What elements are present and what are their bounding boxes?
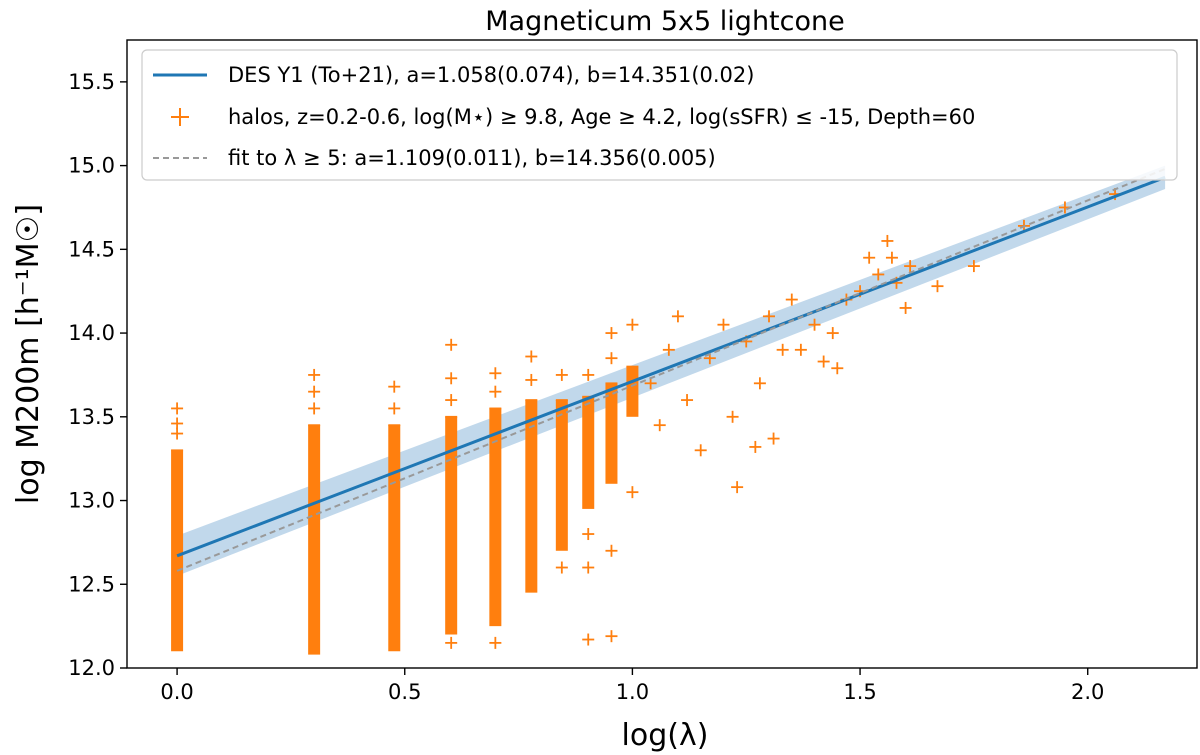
halo-point [308, 368, 321, 381]
halo-column [445, 416, 458, 635]
halo-point [525, 350, 538, 363]
halo-column [308, 425, 321, 655]
halo-point [749, 440, 762, 453]
halos-series [171, 188, 1122, 655]
halo-point [582, 368, 595, 381]
legend-des-label: DES Y1 (To+21), a=1.058(0.074), b=14.351… [228, 63, 754, 87]
halo-point [445, 338, 458, 351]
halo-point [308, 402, 321, 415]
halo-point [582, 528, 595, 541]
chart-title: Magneticum 5x5 lightcone [485, 6, 844, 37]
y-axis-label: log M200m [h⁻¹M☉] [11, 204, 46, 504]
halo-point [817, 355, 830, 368]
halo-point [808, 318, 821, 331]
halo-point [863, 251, 876, 264]
halo-point [582, 561, 595, 574]
halo-point [662, 343, 675, 356]
y-tick-label: 13.0 [68, 489, 115, 513]
y-tick-label: 12.0 [68, 656, 115, 680]
halo-column [626, 366, 639, 417]
halo-point [767, 432, 780, 445]
y-tick-label: 14.0 [68, 321, 115, 345]
halo-point [753, 377, 766, 390]
halo-point [717, 318, 730, 331]
halo-point [388, 380, 401, 393]
y-tick-label: 15.0 [68, 154, 115, 178]
y-tick-label: 13.5 [68, 405, 115, 429]
halo-point [605, 352, 618, 365]
halo-column [555, 400, 568, 551]
halo-point [489, 367, 502, 380]
halo-column [489, 408, 502, 627]
halo-point [525, 373, 538, 386]
fit-dashed-line [176, 168, 1166, 572]
x-axis-label: log(λ) [622, 718, 709, 753]
halo-point [694, 444, 707, 457]
halo-point [308, 385, 321, 398]
halo-point [626, 486, 639, 499]
halo-point [671, 310, 684, 323]
halo-point [605, 630, 618, 643]
halo-point [885, 251, 898, 264]
halo-point [763, 310, 775, 323]
x-tick-label: 1.5 [843, 680, 876, 704]
halo-point [899, 301, 912, 314]
halo-point [653, 419, 666, 432]
halo-point [445, 394, 458, 407]
x-tick-label: 0.0 [160, 680, 193, 704]
halo-point [726, 410, 739, 423]
halo-point [171, 402, 184, 415]
x-tick-label: 1.0 [616, 680, 649, 704]
legend-fit-label: fit to λ ≥ 5: a=1.109(0.011), b=14.356(0… [228, 146, 716, 170]
halo-point [171, 417, 184, 430]
halo-point [582, 633, 595, 646]
halo-point [445, 372, 458, 385]
halo-column [525, 400, 538, 593]
halo-point [731, 481, 744, 494]
legend-box [141, 49, 1178, 181]
halo-column [582, 396, 595, 509]
halo-point [785, 293, 798, 306]
halo-point [794, 343, 807, 356]
halo-column [605, 383, 618, 484]
legend-halos-label: halos, z=0.2-0.6, log(M⋆) ≥ 9.8, Age ≥ 4… [228, 105, 975, 129]
halo-point [555, 561, 568, 574]
halo-point [171, 427, 184, 440]
halo-point [881, 234, 894, 247]
halo-point [931, 280, 944, 293]
halo-point [388, 402, 401, 415]
halo-point [605, 544, 618, 557]
des-fit-line [176, 175, 1166, 558]
y-tick-label: 14.5 [68, 237, 115, 261]
halo-point [826, 327, 839, 340]
halo-column [388, 425, 401, 652]
x-tick-label: 2.0 [1071, 680, 1104, 704]
halo-point [831, 362, 844, 375]
data-layer [171, 165, 1166, 655]
axes-frame [126, 39, 1198, 669]
halo-column [171, 450, 184, 652]
halo-point [872, 268, 885, 281]
y-tick-label: 12.5 [68, 572, 115, 596]
halo-point [681, 394, 694, 407]
legend: DES Y1 (To+21), a=1.058(0.074), b=14.351… [141, 49, 1178, 181]
halo-point [445, 636, 458, 649]
halo-point [904, 260, 917, 273]
halo-point [605, 327, 618, 340]
halo-point [626, 318, 639, 331]
halo-point [776, 343, 789, 356]
y-tick-label: 15.5 [68, 70, 115, 94]
legend-halos-marker [171, 108, 189, 126]
halo-point [555, 368, 568, 381]
x-axis-ticks: 0.0 0.5 1.0 1.5 2.0 [160, 668, 1104, 704]
y-axis-ticks: 12.0 12.5 13.0 13.5 14.0 14.5 15.0 15.5 [68, 70, 127, 680]
x-tick-label: 0.5 [388, 680, 421, 704]
halo-point [489, 636, 502, 649]
halo-point [489, 385, 502, 398]
halo-point [967, 260, 980, 273]
